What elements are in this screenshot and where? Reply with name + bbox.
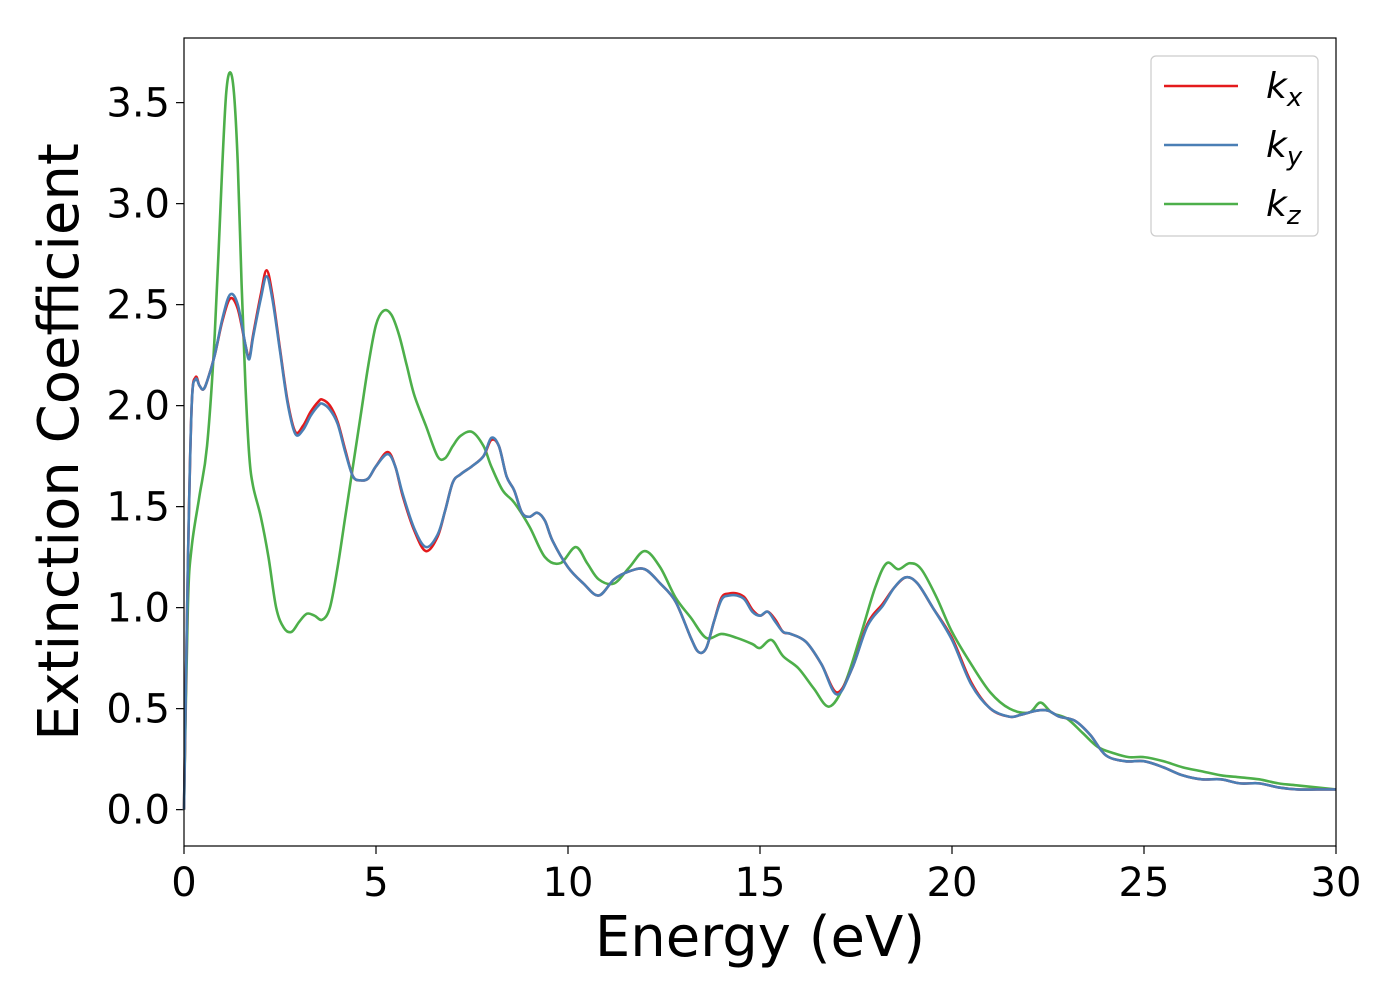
y-axis-ticks: 0.0 0.5 1.0 1.5 2.0 2.5 3.0 3.5	[106, 81, 184, 834]
series-line-x	[182, 269, 1336, 810]
x-tick-label: 25	[1119, 860, 1170, 906]
series-line-y	[182, 275, 1336, 810]
legend-label-y: ky	[1266, 125, 1303, 172]
y-tick-label: 3.0	[106, 182, 170, 228]
legend-items: kx ky kz	[1164, 66, 1303, 231]
x-tick-label: 20	[927, 860, 978, 906]
x-axis-label: Energy (eV)	[595, 905, 925, 970]
y-tick-label: 0.5	[106, 687, 170, 733]
y-tick-label: 1.0	[106, 586, 170, 632]
y-axis-label: Extinction Coefficient	[27, 143, 92, 741]
y-tick-label: 2.5	[106, 283, 170, 329]
legend-label-z: kz	[1266, 184, 1302, 231]
x-tick-label: 15	[735, 860, 786, 906]
plot-series	[182, 71, 1337, 810]
x-tick-label: 5	[363, 860, 388, 906]
x-axis-ticks: 0 5 10 15 20 25 30	[171, 846, 1361, 906]
x-tick-label: 10	[543, 860, 594, 906]
plot-frame	[183, 37, 1337, 847]
x-tick-label: 30	[1311, 860, 1362, 906]
y-tick-label: 2.0	[106, 384, 170, 430]
legend-label-x: kx	[1266, 66, 1303, 113]
y-tick-label: 3.5	[106, 81, 170, 127]
legend: kx ky kz	[1150, 55, 1319, 237]
y-tick-label: 1.5	[106, 485, 170, 531]
series-line-z	[182, 71, 1337, 810]
x-tick-label: 0	[171, 860, 196, 906]
y-tick-label: 0.0	[106, 788, 170, 834]
